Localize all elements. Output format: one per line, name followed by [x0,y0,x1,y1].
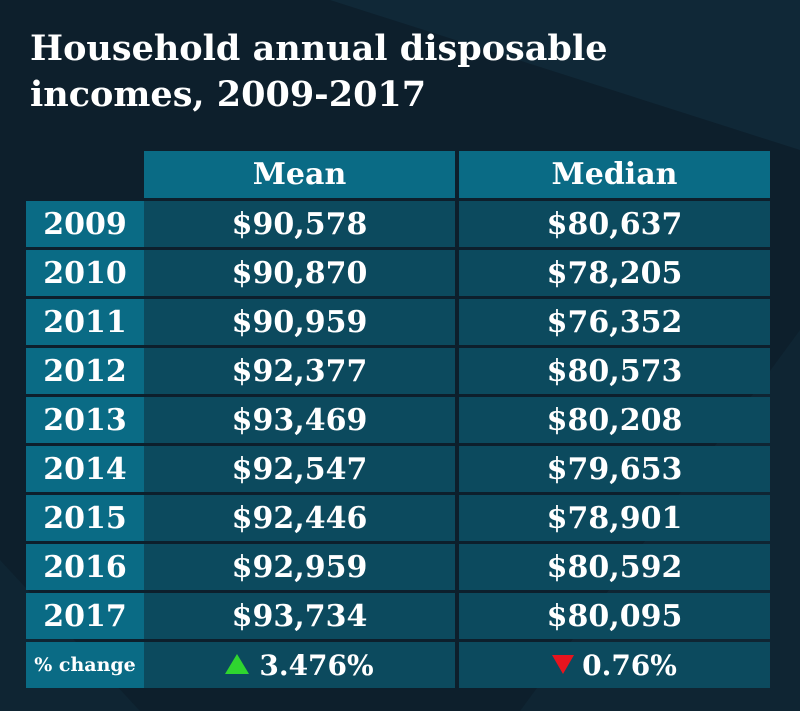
column-header-mean: Mean [144,151,455,198]
median-value: $80,208 [455,397,770,443]
mean-value: $92,446 [144,495,455,541]
mean-value: $90,578 [144,201,455,247]
year-cell: 2010 [26,250,144,296]
median-value: $78,205 [455,250,770,296]
year-cell: 2015 [26,495,144,541]
year-cell: 2017 [26,593,144,639]
corner-cell [26,151,144,198]
median-value: $80,592 [455,544,770,590]
table-row: 2017 $93,734 $80,095 [26,593,770,639]
median-value: $76,352 [455,299,770,345]
median-value: $80,573 [455,348,770,394]
year-cell: 2012 [26,348,144,394]
year-cell: 2016 [26,544,144,590]
year-cell: 2009 [26,201,144,247]
median-change-value: 0.76% [582,648,677,682]
triangle-up-icon [225,654,250,674]
header-row: Mean Median [26,151,770,198]
mean-value: $93,734 [144,593,455,639]
table-row: 2013 $93,469 $80,208 [26,397,770,443]
table-row: 2012 $92,377 $80,573 [26,348,770,394]
table-row: 2010 $90,870 $78,205 [26,250,770,296]
mean-value: $90,870 [144,250,455,296]
table-row: 2016 $92,959 $80,592 [26,544,770,590]
column-header-median: Median [455,151,770,198]
median-value: $80,095 [455,593,770,639]
mean-value: $92,959 [144,544,455,590]
median-value: $80,637 [455,201,770,247]
mean-value: $90,959 [144,299,455,345]
year-cell: 2013 [26,397,144,443]
table-row: 2009 $90,578 $80,637 [26,201,770,247]
change-row: % change 3.476% 0.76% [26,642,770,688]
triangle-down-icon [552,654,575,674]
chart-title: Household annual disposable incomes, 200… [30,28,608,115]
year-cell: 2014 [26,446,144,492]
mean-value: $92,377 [144,348,455,394]
mean-change-cell: 3.476% [144,642,455,688]
median-value: $78,901 [455,495,770,541]
table-row: 2014 $92,547 $79,653 [26,446,770,492]
median-change-cell: 0.76% [455,642,770,688]
mean-value: $92,547 [144,446,455,492]
year-cell: 2011 [26,299,144,345]
income-table: Mean Median 2009 $90,578 $80,637 2010 $9… [26,148,770,691]
change-label: % change [26,642,144,688]
table-row: 2011 $90,959 $76,352 [26,299,770,345]
table-row: 2015 $92,446 $78,901 [26,495,770,541]
mean-change-value: 3.476% [259,648,374,682]
mean-value: $93,469 [144,397,455,443]
median-value: $79,653 [455,446,770,492]
